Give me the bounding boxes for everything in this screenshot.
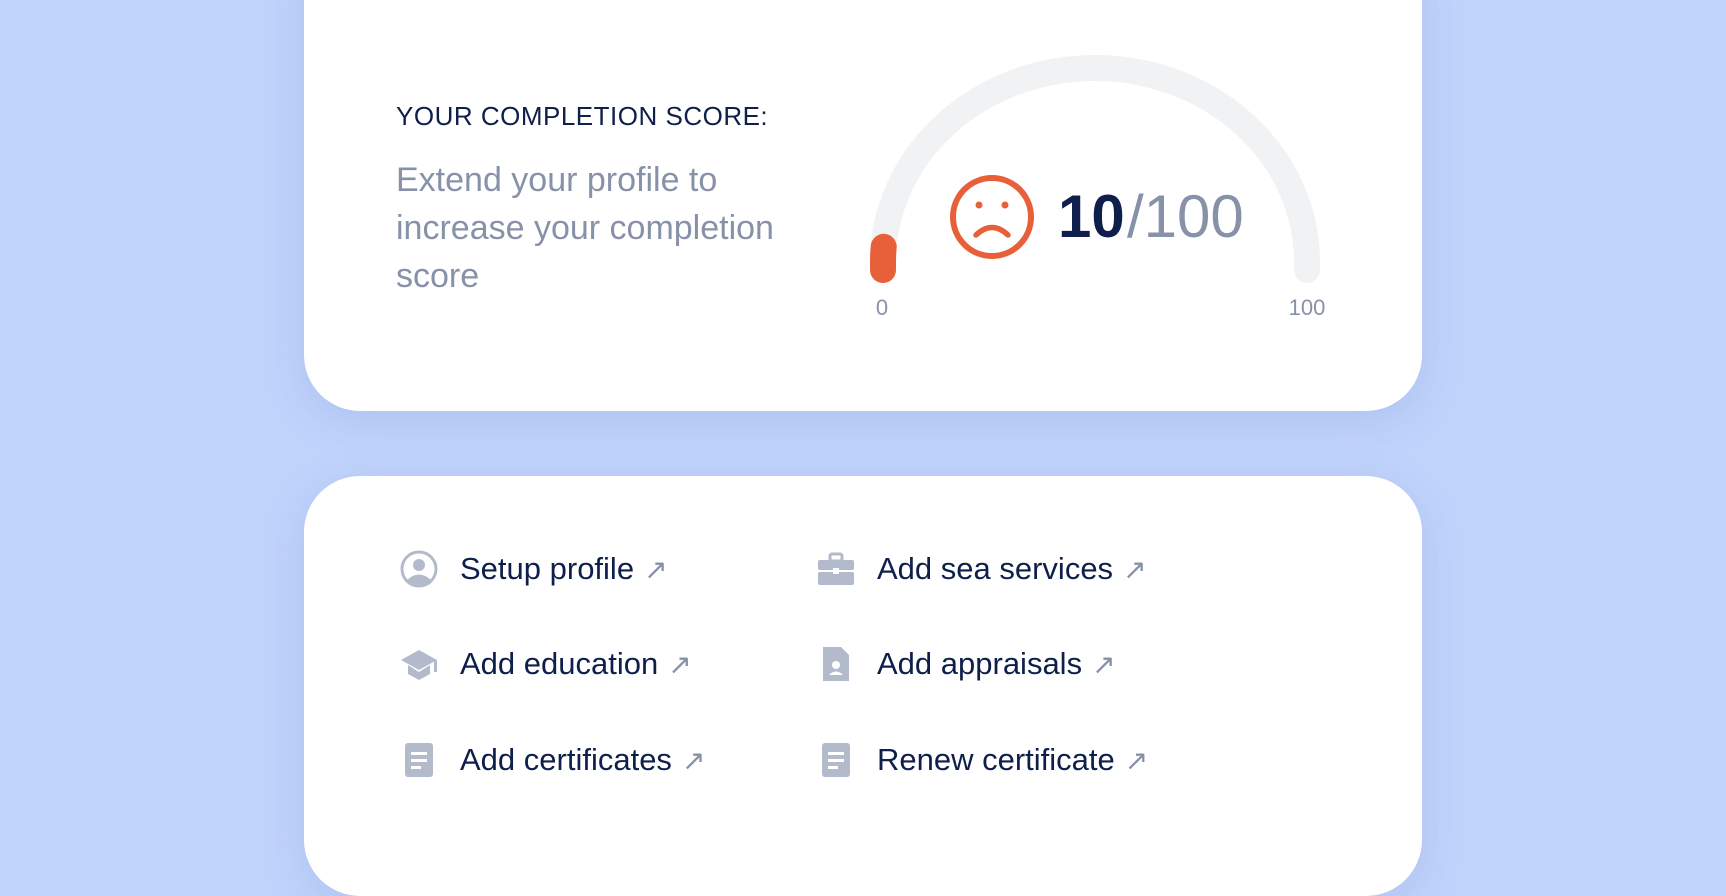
completion-score-subtitle: Extend your profile to increase your com… — [396, 161, 774, 295]
action-setup-profile-link[interactable]: Setup profile ↗ — [398, 548, 668, 590]
gauge-max-label: 100 — [1289, 295, 1326, 320]
action-add-certificates-link[interactable]: Add certificates ↗ — [398, 739, 705, 781]
external-arrow-icon: ↗ — [668, 648, 692, 680]
action-renew-certificate-link[interactable]: Renew certificate ↗ — [815, 739, 1148, 781]
action-label: Add sea services — [877, 551, 1114, 586]
action-label: Add appraisals — [877, 646, 1083, 681]
action-label: Renew certificate — [877, 742, 1115, 777]
document-icon — [398, 739, 440, 781]
user-circle-icon — [398, 548, 440, 590]
external-arrow-icon: ↗ — [644, 553, 668, 585]
completion-score-card — [304, 0, 1422, 411]
document-icon — [815, 739, 857, 781]
action-add-appraisals-link[interactable]: Add appraisals ↗ — [815, 643, 1116, 685]
action-add-sea-services-link[interactable]: Add sea services ↗ — [815, 548, 1147, 590]
gauge-min-label: 0 — [876, 295, 888, 320]
action-label: Setup profile — [460, 551, 635, 586]
briefcase-icon — [815, 548, 857, 590]
id-document-icon — [815, 643, 857, 685]
action-add-education-link[interactable]: Add education ↗ — [398, 643, 692, 685]
gauge-track — [870, 55, 1320, 283]
action-label: Add education — [460, 646, 659, 681]
score-max: /100 — [1127, 183, 1244, 250]
completion-gauge: 10 /100 0 100 — [870, 55, 1326, 320]
external-arrow-icon: ↗ — [1123, 553, 1147, 585]
profile-actions-card — [304, 476, 1422, 896]
external-arrow-icon: ↗ — [681, 744, 706, 776]
action-label: Add certificates — [460, 742, 672, 777]
sad-face-icon — [950, 175, 1034, 259]
external-arrow-icon: ↗ — [1092, 648, 1116, 680]
score-value: 10 — [1058, 183, 1125, 250]
completion-score-heading: YOUR COMPLETION SCORE: — [396, 101, 769, 131]
gauge-fill — [870, 233, 897, 283]
external-arrow-icon: ↗ — [1124, 744, 1149, 776]
graduation-cap-icon — [398, 643, 440, 685]
